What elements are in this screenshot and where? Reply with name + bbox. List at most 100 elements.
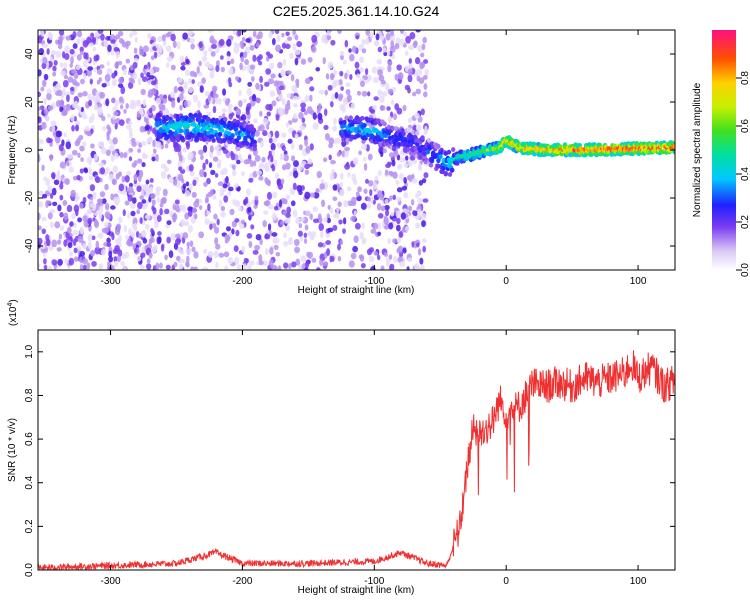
spectrogram-noise-dot [115, 34, 121, 40]
x-tick-label: 100 [630, 276, 647, 287]
spectrogram-ridge-dot [241, 140, 246, 146]
spectrogram-noise-dot [102, 125, 106, 132]
spectrogram-noise-dot [304, 267, 309, 270]
spectrogram-noise-dot [325, 240, 332, 245]
spectrogram-noise-dot [133, 173, 138, 181]
snr-y-scale: (x104) [7, 299, 19, 326]
spectrogram-noise-dot [148, 252, 153, 259]
spectrogram-noise-dot [369, 189, 373, 196]
spectrogram-noise-dot [387, 115, 392, 124]
spectrogram-noise-dot [386, 106, 391, 111]
spectrogram-noise-dot [132, 72, 138, 80]
spectrogram-noise-dot [380, 265, 385, 270]
spectrogram-noise-dot [399, 173, 405, 181]
spectrogram-noise-dot [352, 157, 359, 165]
spectrogram-noise-dot [64, 258, 70, 264]
spectrogram-noise-dot [273, 244, 279, 250]
spectrogram-noise-dot [69, 48, 75, 55]
spectrogram-ridge-dot [193, 112, 198, 118]
spectrogram-noise-dot [342, 228, 346, 234]
spectrogram-noise-dot [156, 215, 162, 223]
spectrogram-noise-dot [376, 222, 382, 230]
spectrogram-noise-dot [38, 201, 44, 208]
spectrogram-noise-dot [271, 212, 278, 221]
spectrogram-noise-dot [387, 238, 392, 244]
spectrogram-noise-dot [330, 74, 335, 81]
spectrogram-ridge-dot [165, 114, 170, 120]
spectrogram-noise-dot [304, 191, 311, 200]
spectrogram-ridge-dot [390, 126, 396, 132]
spectrogram-noise-dot [312, 218, 319, 224]
spectrogram-noise-dot [385, 163, 391, 169]
spectrogram-noise-dot [38, 36, 43, 44]
spectrogram-noise-dot [56, 239, 62, 245]
spectrogram-noise-dot [267, 179, 271, 187]
spectrogram-noise-dot [248, 177, 254, 183]
spectrogram-noise-dot [167, 31, 172, 37]
spectrogram-noise-dot [203, 50, 208, 57]
spectrogram-noise-dot [245, 109, 250, 115]
spectrogram-noise-dot [38, 190, 44, 196]
spectrogram-noise-dot [392, 171, 398, 180]
spectrogram-noise-dot [336, 151, 341, 157]
spectrogram-noise-dot [307, 251, 313, 259]
spectrogram-noise-dot [188, 164, 194, 172]
spectrogram-noise-dot [222, 88, 227, 96]
spectrogram-noise-dot [246, 102, 252, 111]
spectrogram-ridge-dot [246, 133, 251, 139]
spectrogram-noise-dot [413, 40, 418, 47]
spectrogram-noise-dot [209, 150, 214, 159]
spectrogram-noise-dot [157, 35, 164, 43]
spectrogram-noise-dot [38, 225, 42, 231]
spectrogram-noise-dot [304, 169, 310, 175]
spectrogram-noise-dot [410, 198, 415, 206]
spectrogram-noise-dot [237, 43, 241, 48]
spectrogram-noise-dot [62, 88, 66, 97]
figure-title: C2E5.2025.361.14.10.G24 [273, 3, 440, 19]
snr-x-label: Height of straight line (km) [298, 585, 415, 596]
spectrogram-noise-dot [82, 60, 88, 68]
spectrogram-noise-dot [275, 251, 281, 257]
spectrogram-noise-dot [186, 241, 190, 248]
spectrogram-noise-dot [348, 260, 355, 268]
spectrogram-noise-dot [159, 202, 164, 208]
spectrogram-noise-dot [325, 73, 330, 80]
spectrogram-ridge-dot [393, 126, 399, 131]
spectrogram-noise-dot [227, 107, 233, 115]
spectrogram-noise-dot [41, 62, 47, 70]
spectrogram-ridge-dot [344, 115, 349, 121]
spectrogram-noise-dot [97, 232, 104, 239]
spectrogram-noise-dot [73, 71, 79, 80]
spectrogram-noise-dot [56, 170, 61, 177]
spectrogram-noise-dot [161, 196, 167, 204]
spectrogram-noise-dot [305, 260, 310, 268]
spectrogram-noise-dot [208, 63, 214, 70]
y-tick-label: -20 [24, 190, 35, 205]
spectrogram-noise-dot [380, 205, 386, 212]
spectrogram-noise-dot [366, 203, 372, 209]
spectrogram-noise-dot [412, 159, 418, 165]
spectrogram-noise-dot [166, 220, 172, 226]
x-tick-label: -200 [232, 276, 252, 287]
spectrogram-noise-dot [186, 255, 190, 263]
spectrogram-noise-dot [220, 205, 226, 212]
spectrogram-noise-dot [149, 186, 153, 193]
spectrogram-noise-dot [188, 183, 193, 191]
spectrogram-noise-dot [75, 124, 79, 132]
spectrogram-noise-dot [271, 191, 278, 199]
spectrogram-noise-dot [307, 56, 313, 63]
spectrogram-noise-dot [226, 60, 231, 66]
spectrogram-noise-dot [120, 261, 125, 267]
spectrogram-noise-dot [424, 68, 429, 77]
spectrogram-noise-dot [260, 140, 265, 148]
spectrogram-noise-dot [71, 124, 75, 132]
spectrogram-noise-dot [144, 214, 151, 220]
spectrogram-noise-dot [250, 224, 255, 230]
spectrogram-noise-dot [322, 261, 329, 267]
spectrogram-ridge-dot [211, 138, 216, 143]
spectrogram-noise-dot [237, 109, 242, 115]
spectrogram-noise-dot [407, 257, 413, 263]
spectrogram-noise-dot [363, 188, 368, 195]
spectrogram-noise-dot [369, 31, 374, 40]
